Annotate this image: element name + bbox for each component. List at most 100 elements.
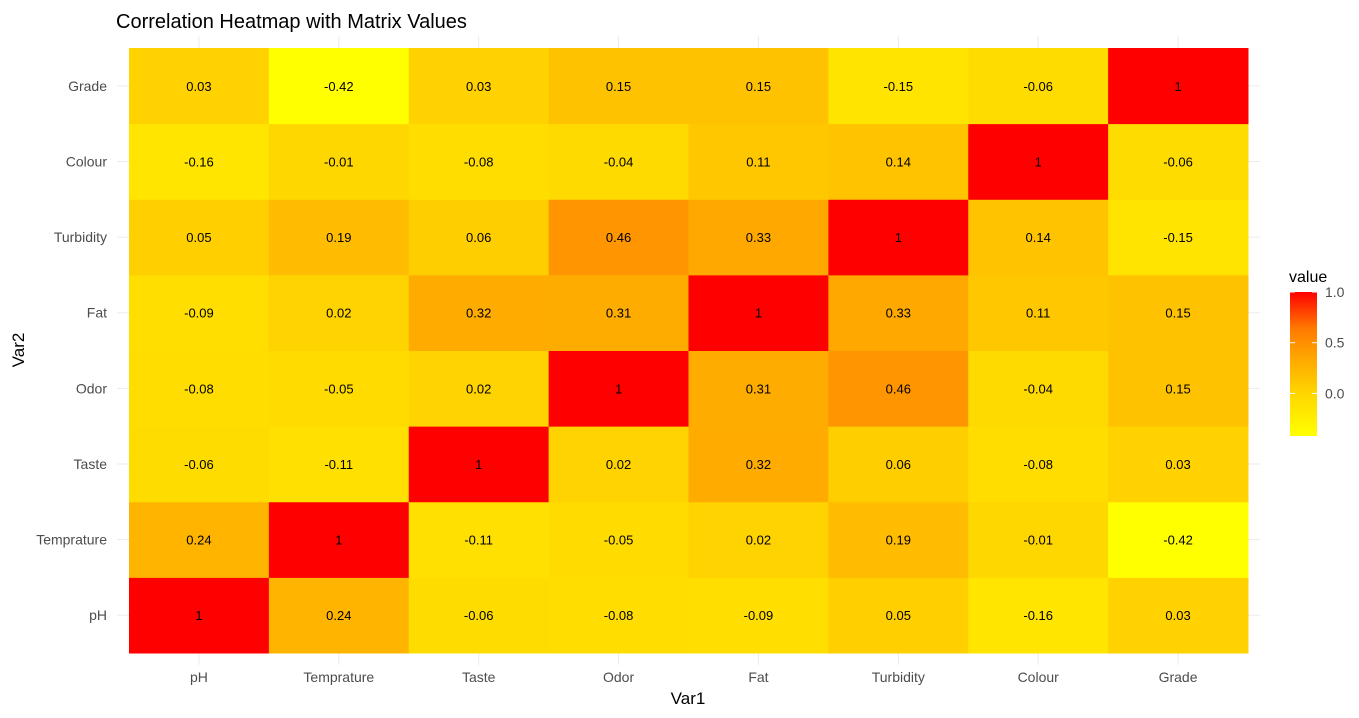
cell-value-label: 0.14: [1026, 230, 1051, 245]
y-tick-label: Odor: [76, 380, 107, 396]
heatmap-cell: [688, 274, 829, 351]
x-tick-label: Turbidity: [872, 669, 925, 685]
cell-value-label: 0.31: [746, 381, 771, 396]
legend-tick-label: 0.0: [1325, 385, 1345, 401]
heatmap-cell: [408, 199, 550, 276]
heatmap-cell: [408, 501, 550, 578]
legend-ticks: 1.0 0.5 0.0: [1290, 284, 1345, 401]
heatmap-cell: [548, 274, 689, 351]
cell-value-label: -0.06: [464, 608, 494, 623]
cell-value-label: 0.32: [466, 306, 491, 321]
cell-value-label: 0.31: [606, 306, 631, 321]
heatmap-cell: [129, 123, 270, 200]
cell-value-label: 0.46: [886, 381, 911, 396]
heatmap-cell: [408, 123, 550, 200]
heatmap-cell: [408, 350, 550, 427]
heatmap-cell: [548, 577, 689, 654]
cell-value-label: 1: [1035, 154, 1042, 169]
cell-value-label: -0.09: [184, 306, 214, 321]
heatmap-cell: [688, 577, 829, 654]
cell-value-label: -0.08: [184, 381, 214, 396]
heatmap-cell: [968, 350, 1109, 427]
heatmap-cell: [408, 426, 550, 503]
heatmap-cell: [268, 426, 410, 503]
cell-value-label: -0.15: [1163, 230, 1193, 245]
cell-value-label: 1: [475, 457, 482, 472]
heatmap-cell: [1108, 123, 1249, 200]
cell-value-label: -0.09: [744, 608, 774, 623]
y-tick-label: pH: [89, 607, 107, 623]
legend-tick-label: 0.5: [1325, 335, 1345, 351]
cell-value-label: 1: [615, 381, 622, 396]
heatmap-cell: [828, 350, 969, 427]
heatmap-cell: [688, 48, 829, 125]
heatmap-cell: [129, 350, 270, 427]
cell-value-labels: 1 0.24 -0.06 -0.08 -0.09 0.05 -0.16 0.03 0.24 1 -0…: [184, 79, 1193, 623]
cell-value-label: -0.04: [1023, 381, 1053, 396]
cell-value-label: 0.19: [326, 230, 351, 245]
legend: value 1.0 0.5 0.0: [1289, 269, 1345, 436]
y-tick-label: Temprature: [36, 532, 107, 548]
cell-value-label: 0.14: [886, 154, 911, 169]
y-tick-label: Taste: [74, 456, 108, 472]
x-tick-label: pH: [190, 669, 208, 685]
heatmap-cell: [968, 426, 1109, 503]
heatmap-cell: [129, 426, 270, 503]
x-tick-label: Taste: [462, 669, 496, 685]
cell-value-label: -0.01: [1023, 533, 1053, 548]
x-tick-label: Grade: [1159, 669, 1198, 685]
y-tick-label: Colour: [66, 153, 108, 169]
heatmap-cell: [268, 48, 410, 125]
cell-value-label: 0.03: [186, 79, 211, 94]
heatmap-cell: [548, 350, 689, 427]
heatmap-cell: [548, 199, 689, 276]
cell-value-label: -0.04: [604, 154, 634, 169]
heatmap-cell: [129, 577, 270, 654]
x-tick-label: Temprature: [303, 669, 374, 685]
cell-value-label: 0.15: [1165, 306, 1190, 321]
cell-value-label: 0.05: [886, 608, 911, 623]
cell-value-label: 1: [195, 608, 202, 623]
heatmap-cell: [268, 123, 410, 200]
cell-value-label: -0.42: [1163, 533, 1193, 548]
x-axis-title: Var1: [671, 689, 706, 708]
cell-value-label: -0.05: [324, 381, 354, 396]
cell-value-label: -0.08: [464, 154, 494, 169]
cell-value-label: 0.33: [746, 230, 771, 245]
chart-title: Correlation Heatmap with Matrix Values: [116, 11, 467, 33]
cell-value-label: 0.15: [1165, 381, 1190, 396]
cell-value-label: 0.02: [326, 306, 351, 321]
cell-value-label: 1: [755, 306, 762, 321]
heatmap-cell: [129, 501, 270, 578]
heatmap-cell: [268, 577, 410, 654]
cell-value-label: 0.06: [466, 230, 491, 245]
heatmap-cell: [408, 48, 550, 125]
cell-value-label: -0.06: [1023, 79, 1053, 94]
cell-value-label: -0.11: [324, 457, 353, 472]
heatmap-cell: [828, 426, 969, 503]
cell-value-label: -0.01: [324, 154, 354, 169]
heatmap-cell: [548, 501, 689, 578]
x-tick-label: Fat: [748, 669, 768, 685]
heatmap-cell: [688, 426, 829, 503]
heatmap-cell: [828, 123, 969, 200]
cell-value-label: 0.03: [1165, 457, 1190, 472]
heatmap-cell: [129, 48, 270, 125]
heatmap-cell: [129, 274, 270, 351]
heatmap-cell: [1108, 199, 1249, 276]
legend-color-bar: [1290, 292, 1317, 436]
x-tick-label: Odor: [603, 669, 634, 685]
legend-tick-label: 1.0: [1325, 284, 1345, 300]
cell-value-label: 0.03: [466, 79, 491, 94]
cell-value-label: 0.02: [466, 381, 491, 396]
heatmap-cell: [548, 48, 689, 125]
heatmap-cell: [968, 199, 1109, 276]
heatmap-cell: [968, 274, 1109, 351]
cell-value-label: 0.03: [1165, 608, 1190, 623]
y-tick-label: Grade: [68, 78, 107, 94]
cell-value-label: 1: [895, 230, 902, 245]
cell-value-label: -0.42: [324, 79, 354, 94]
heatmap-cell: [828, 501, 969, 578]
